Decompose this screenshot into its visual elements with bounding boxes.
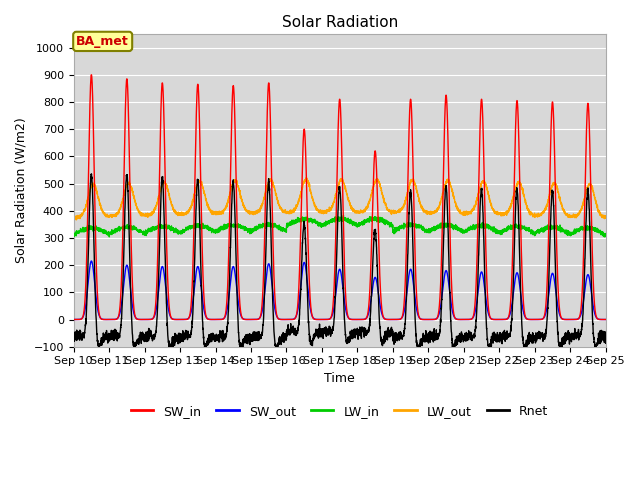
LW_in — [340, 213, 348, 218]
Rnet — [602, 334, 609, 339]
Legend: SW_in, SW_out, LW_in, LW_out, Rnet: SW_in, SW_out, LW_in, LW_out, Rnet — [126, 400, 554, 423]
LW_out — [459, 210, 467, 216]
Line: SW_in: SW_in — [74, 75, 605, 320]
SW_in — [489, 317, 497, 323]
LW_out — [302, 175, 310, 180]
LW_in — [602, 234, 609, 240]
Y-axis label: Solar Radiation (W/m2): Solar Radiation (W/m2) — [15, 118, 28, 263]
SW_in — [70, 317, 77, 323]
LW_out — [602, 215, 609, 221]
Rnet — [429, 339, 437, 345]
LW_in — [70, 231, 77, 237]
LW_in — [165, 223, 173, 229]
Line: Rnet: Rnet — [74, 174, 605, 351]
LW_in — [602, 232, 609, 238]
Line: LW_in: LW_in — [74, 216, 605, 237]
LW_out — [602, 214, 609, 219]
SW_out — [70, 317, 77, 323]
Rnet — [489, 338, 497, 344]
Rnet — [166, 346, 173, 352]
LW_out — [320, 209, 328, 215]
SW_in — [602, 317, 609, 323]
SW_out — [489, 316, 497, 322]
Line: LW_out: LW_out — [74, 178, 605, 220]
LW_in — [489, 228, 497, 233]
LW_in — [429, 227, 437, 232]
Rnet — [320, 328, 328, 334]
SW_out — [602, 317, 609, 323]
LW_in — [320, 221, 328, 227]
Rnet — [459, 337, 467, 343]
X-axis label: Time: Time — [324, 372, 355, 385]
LW_out — [166, 192, 173, 197]
Rnet — [449, 348, 457, 354]
LW_in — [459, 230, 467, 236]
SW_in — [320, 317, 328, 323]
SW_out — [166, 311, 173, 316]
LW_out — [489, 206, 497, 212]
Title: Solar Radiation: Solar Radiation — [282, 15, 398, 30]
Line: SW_out: SW_out — [74, 261, 605, 320]
SW_out — [320, 317, 328, 323]
Rnet — [88, 171, 95, 177]
SW_in — [166, 306, 173, 312]
LW_in — [600, 234, 608, 240]
LW_out — [72, 217, 80, 223]
SW_in — [459, 317, 467, 323]
SW_out — [88, 258, 95, 264]
Rnet — [602, 329, 609, 335]
SW_in — [429, 317, 437, 323]
SW_out — [601, 317, 609, 323]
Rnet — [70, 336, 77, 342]
SW_out — [459, 317, 467, 323]
SW_out — [429, 317, 437, 323]
LW_out — [429, 209, 437, 215]
SW_in — [601, 317, 609, 323]
Text: BA_met: BA_met — [76, 35, 129, 48]
LW_out — [70, 214, 77, 220]
SW_in — [88, 72, 95, 78]
